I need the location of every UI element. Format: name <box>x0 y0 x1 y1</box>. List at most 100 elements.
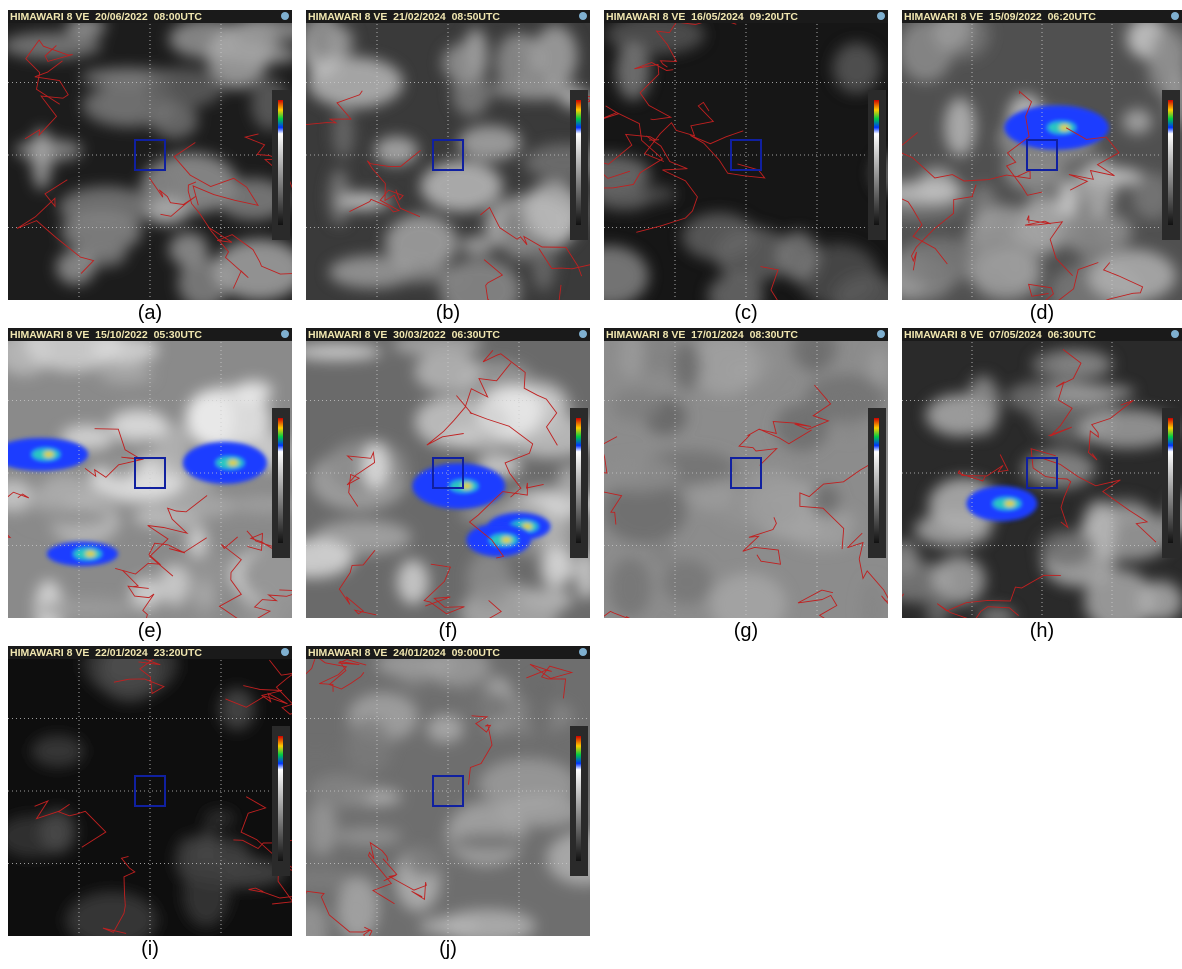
cloud <box>612 390 661 421</box>
cloud <box>467 550 511 607</box>
panel: HIMAWARI 8 VE 15/10/2022 05:30UTC (e) <box>8 328 294 642</box>
colorbar <box>576 736 581 861</box>
cell-core <box>85 551 95 557</box>
satellite-image: HIMAWARI 8 VE 30/03/2022 06:30UTC <box>306 328 590 618</box>
logo <box>1171 330 1179 338</box>
cloud <box>419 917 478 934</box>
header-text: HIMAWARI 8 VE 30/03/2022 06:30UTC <box>308 329 500 341</box>
logo <box>281 330 289 338</box>
header-text: HIMAWARI 8 VE 15/09/2022 06:20UTC <box>904 11 1096 23</box>
cloud <box>204 810 235 828</box>
cloud <box>346 718 392 774</box>
convective-cell <box>183 442 267 484</box>
figure: HIMAWARI 8 VE 20/06/2022 08:00UTC (a) HIMA… <box>0 0 1182 969</box>
satellite-image: HIMAWARI 8 VE 20/06/2022 08:00UTC <box>8 10 292 300</box>
cloud <box>742 469 803 528</box>
cloud <box>966 376 1000 436</box>
satellite-image: HIMAWARI 8 VE 24/01/2024 09:00UTC <box>306 646 590 936</box>
cloud <box>99 84 148 121</box>
cloud <box>1039 529 1096 567</box>
colorbar <box>576 418 581 543</box>
header-text: HIMAWARI 8 VE 07/05/2024 06:30UTC <box>904 329 1096 341</box>
cloud <box>31 128 51 190</box>
cloud <box>335 827 401 846</box>
logo <box>579 648 587 656</box>
colorbar <box>874 418 879 543</box>
cloud <box>1022 450 1095 489</box>
panel: HIMAWARI 8 VE 16/05/2024 09:20UTC(c) <box>604 10 890 324</box>
cell-core <box>1060 125 1070 131</box>
header-text: HIMAWARI 8 VE 15/10/2022 05:30UTC <box>10 329 202 341</box>
cloud <box>187 525 207 558</box>
cloud <box>662 559 712 604</box>
caption: (a) <box>8 302 292 324</box>
colorbar <box>1168 100 1173 225</box>
cloud <box>219 688 255 730</box>
cloud <box>378 266 462 283</box>
caption: (d) <box>902 302 1182 324</box>
caption: (e) <box>8 620 292 642</box>
panel: HIMAWARI 8 VE 17/01/2024 08:30UTC(g) <box>604 328 890 642</box>
caption: (b) <box>306 302 590 324</box>
cloud <box>1051 351 1106 377</box>
cloud <box>397 560 429 605</box>
cloud <box>541 548 572 588</box>
logo <box>877 12 885 20</box>
convective-cell <box>47 542 118 566</box>
cloud <box>31 735 84 767</box>
cloud <box>363 443 389 490</box>
logo <box>579 12 587 20</box>
satellite-image: HIMAWARI 8 VE 07/05/2024 06:30UTC <box>902 328 1182 618</box>
cloud <box>24 506 110 527</box>
satellite-image: HIMAWARI 8 VE 15/09/2022 06:20UTC <box>902 10 1182 300</box>
caption: (j) <box>306 938 590 960</box>
logo <box>579 330 587 338</box>
caption: (c) <box>604 302 888 324</box>
panel: HIMAWARI 8 VE 30/03/2022 06:30UTC (f) <box>306 328 592 642</box>
cloud <box>674 342 701 390</box>
logo <box>281 648 289 656</box>
cloud <box>333 108 355 159</box>
cloud <box>385 214 458 270</box>
caption: (f) <box>306 620 590 642</box>
cloud <box>148 198 189 225</box>
cloud <box>415 397 487 448</box>
cloud <box>59 187 153 229</box>
cloud <box>151 103 197 139</box>
colorbar <box>278 736 283 861</box>
cloud <box>944 98 975 157</box>
header-text: HIMAWARI 8 VE 22/01/2024 23:20UTC <box>10 647 202 659</box>
header-text: HIMAWARI 8 VE 24/01/2024 09:00UTC <box>308 647 500 659</box>
header-text: HIMAWARI 8 VE 21/02/2024 08:50UTC <box>308 11 500 23</box>
cloud <box>526 676 553 736</box>
satellite-image: HIMAWARI 8 VE 21/02/2024 08:50UTC <box>306 10 590 300</box>
convective-cell <box>966 486 1037 521</box>
panel: HIMAWARI 8 VE 07/05/2024 06:30UTC(h) <box>902 328 1182 642</box>
colorbar <box>874 100 879 225</box>
cloud <box>777 231 819 281</box>
caption: (g) <box>604 620 888 642</box>
satellite-image: HIMAWARI 8 VE 22/01/2024 23:20UTC <box>8 646 292 936</box>
cloud <box>442 43 488 83</box>
cloud <box>405 845 449 877</box>
colorbar <box>278 418 283 543</box>
cell-core <box>522 524 532 530</box>
satellite-image: HIMAWARI 8 VE 17/01/2024 08:30UTC <box>604 328 888 618</box>
cloud <box>109 410 167 441</box>
cloud <box>616 42 651 100</box>
header-text: HIMAWARI 8 VE 20/06/2022 08:00UTC <box>10 11 202 23</box>
colorbar <box>1168 418 1173 543</box>
cloud <box>458 125 522 160</box>
cell-core <box>44 451 54 457</box>
cloud <box>478 385 541 438</box>
cloud <box>183 864 229 927</box>
cloud <box>915 512 992 547</box>
cloud <box>609 558 651 618</box>
cloud <box>459 690 511 720</box>
logo <box>281 12 289 20</box>
cloud <box>327 25 353 59</box>
cell-core <box>1005 501 1015 507</box>
convective-cell <box>466 523 530 556</box>
cloud <box>374 136 418 165</box>
cloud <box>682 213 756 261</box>
